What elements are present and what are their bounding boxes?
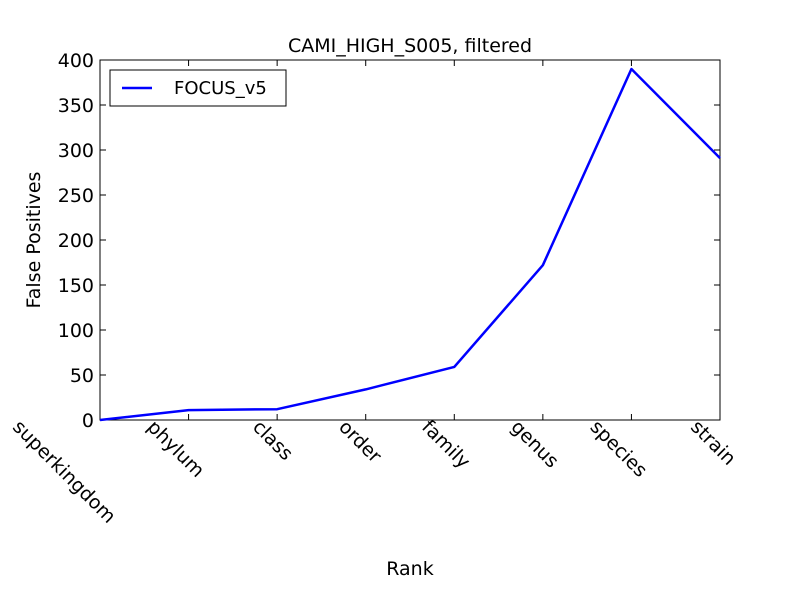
y-tick-label: 0 bbox=[82, 410, 94, 432]
x-tick-label: strain bbox=[686, 416, 740, 470]
x-tick-label: order bbox=[334, 416, 386, 468]
x-tick-label: family bbox=[417, 416, 474, 473]
plot-frame bbox=[99, 59, 721, 421]
x-axis-label: Rank bbox=[386, 558, 433, 580]
y-tick-label: 150 bbox=[58, 275, 94, 297]
x-tick-label: superkingdom bbox=[8, 416, 120, 528]
y-tick-label: 250 bbox=[58, 185, 94, 207]
x-tick-label: phylum bbox=[143, 416, 209, 482]
y-tick-label: 350 bbox=[58, 95, 94, 117]
x-tick-label: species bbox=[586, 416, 652, 482]
x-tick-label: class bbox=[248, 416, 297, 465]
legend: FOCUS_v5 bbox=[109, 69, 287, 107]
x-tick-label: genus bbox=[507, 416, 563, 472]
chart-title: CAMI_HIGH_S005, filtered bbox=[288, 35, 532, 57]
y-axis-label: False Positives bbox=[23, 172, 45, 309]
y-tick-label: 300 bbox=[58, 140, 94, 162]
series-layer bbox=[99, 67, 721, 422]
y-tick-label: 400 bbox=[58, 50, 94, 72]
y-tick-label: 100 bbox=[58, 320, 94, 342]
legend-label: FOCUS_v5 bbox=[174, 78, 267, 99]
y-tick-label: 200 bbox=[58, 230, 94, 252]
series-line-FOCUS_v5 bbox=[99, 67, 721, 422]
y-axis: 0 50 100 150 200 250 300 350 400 bbox=[58, 50, 720, 432]
y-tick-label: 50 bbox=[70, 365, 94, 387]
plot-area bbox=[99, 59, 721, 421]
